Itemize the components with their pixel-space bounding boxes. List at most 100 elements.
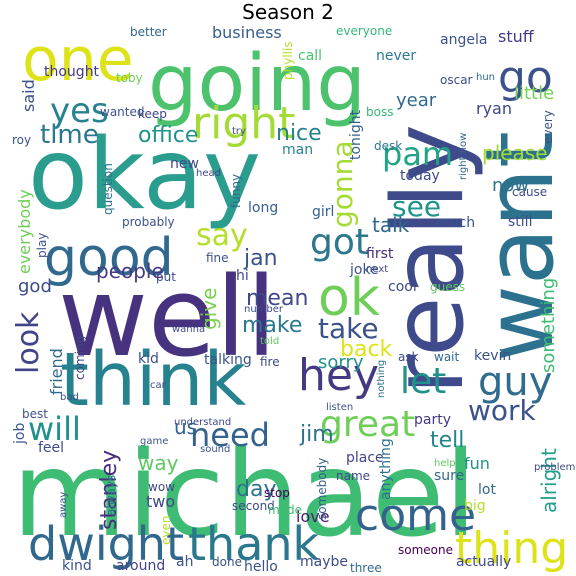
cloud-word-coming: coming	[73, 336, 87, 380]
cloud-word-see: see	[392, 190, 441, 223]
cloud-word-everyone: everyone	[336, 24, 392, 38]
cloud-word-hello: hello	[244, 559, 278, 575]
cloud-word-give: give	[197, 288, 221, 330]
cloud-word-thing: thing	[455, 523, 568, 574]
cloud-word-question: question	[101, 163, 115, 215]
cloud-word-oscar: oscar	[440, 73, 473, 87]
cloud-word-around: around	[116, 558, 165, 574]
cloud-word-please: please	[482, 141, 548, 165]
cloud-word-first: first	[366, 246, 394, 262]
cloud-word-problem: problem	[534, 462, 575, 473]
cloud-word-name: name	[336, 469, 370, 483]
cloud-word-hun: hun	[476, 72, 495, 83]
cloud-word-said: said	[19, 79, 38, 112]
cloud-word-feel: feel	[38, 440, 64, 456]
cloud-word-big: big	[464, 498, 486, 514]
cloud-word-fire: fire	[260, 355, 280, 369]
cloud-word-anything: anything	[378, 438, 394, 500]
cloud-word-hi: hi	[236, 268, 249, 284]
cloud-word-nice: nice	[276, 121, 322, 146]
cloud-word-will: will	[28, 410, 81, 448]
cloud-word-love: love	[296, 507, 330, 526]
cloud-word-ok: ok	[318, 268, 380, 328]
cloud-word-right-now: right now	[458, 133, 469, 180]
cloud-word-lot: lot	[478, 482, 496, 498]
cloud-word-something: something	[538, 278, 559, 373]
cloud-word-done: done	[212, 555, 242, 569]
cloud-word-go: go	[498, 52, 553, 103]
cloud-word-talking: talking	[204, 352, 252, 368]
cloud-word-always: always	[104, 475, 118, 516]
cloud-word-michael: michael	[12, 425, 477, 563]
cloud-word-never: never	[376, 48, 416, 64]
cloud-word-think: think	[60, 337, 246, 423]
cloud-word-business: business	[212, 24, 282, 42]
cloud-word-someone: someone	[398, 543, 453, 557]
cloud-word-come: come	[355, 490, 476, 541]
cloud-word-fine: fine	[206, 251, 229, 265]
cloud-word-new: new	[170, 156, 199, 172]
cloud-word-yes: yes	[50, 91, 109, 131]
cloud-word-three: three	[350, 561, 382, 575]
cloud-word-kid: kid	[138, 351, 159, 367]
cloud-word-play: play	[35, 233, 49, 258]
cloud-word-place: place	[346, 450, 384, 466]
cloud-word-two: two	[146, 492, 175, 511]
cloud-word-next: next	[366, 264, 388, 275]
cloud-word-every: every	[541, 110, 555, 144]
cloud-word-people: people	[96, 259, 164, 283]
cloud-word-much: much	[436, 215, 475, 231]
cloud-word-friend: friend	[47, 348, 66, 395]
cloud-word-little: little	[514, 83, 554, 104]
cloud-word-tell: tell	[430, 428, 464, 453]
cloud-word-understand: understand	[174, 417, 231, 428]
cloud-word-way: way	[138, 451, 179, 475]
cloud-word-need: need	[190, 416, 270, 454]
cloud-word-okay: okay	[28, 118, 261, 232]
cloud-word-kind: kind	[62, 558, 92, 574]
cloud-word-alright: alright	[537, 448, 561, 513]
cloud-word-still: still	[508, 214, 532, 230]
cloud-word-try: try	[232, 126, 246, 137]
cloud-word-god: god	[18, 276, 52, 297]
cloud-word-dwight: dwight	[28, 517, 184, 571]
cloud-word-toby: toby	[116, 71, 143, 85]
cloud-word-tonight: tonight	[348, 109, 364, 160]
cloud-word-sure: sure	[434, 468, 464, 484]
cloud-word-ask: ask	[398, 350, 419, 364]
cloud-word-help: help	[434, 458, 456, 469]
cloud-word-man: man	[282, 142, 313, 158]
cloud-word-actually: actually	[456, 554, 511, 570]
cloud-word-thank: thank	[188, 517, 320, 571]
cloud-word-desk: desk	[374, 139, 402, 153]
cloud-word-job: job	[12, 423, 28, 445]
cloud-word-jan: jan	[243, 246, 278, 271]
cloud-word-time: time	[40, 120, 99, 150]
cloud-word-office: office	[138, 123, 198, 148]
cloud-word-stop: stop	[264, 486, 290, 500]
cloud-word-away: away	[58, 492, 69, 518]
cloud-word-day: day	[236, 477, 276, 502]
cloud-word-fun: fun	[464, 454, 490, 473]
cloud-word-joke: joke	[349, 262, 379, 278]
cloud-word-told: told	[260, 336, 279, 347]
cloud-word-take: take	[318, 312, 379, 345]
cloud-word-pam: pam	[382, 135, 453, 173]
cloud-word-phyllis: phyllis	[281, 41, 295, 80]
cloud-word-great: great	[320, 404, 415, 445]
cloud-word-kevin: kevin	[474, 348, 511, 364]
cloud-word-one: one	[22, 25, 134, 95]
cloud-word-head: head	[196, 168, 221, 179]
cloud-word-right: right	[192, 98, 295, 149]
cloud-word-sorry: sorry	[318, 352, 364, 373]
cloud-word-make: make	[242, 313, 302, 338]
cloud-word-let: let	[400, 361, 446, 402]
cloud-word-today: today	[400, 168, 440, 184]
cloud-word-want: want	[466, 131, 575, 362]
cloud-word-good: good	[44, 228, 174, 288]
cloud-word-mean: mean	[246, 286, 308, 311]
cloud-word-best: best	[22, 407, 48, 421]
cloud-word-now: now	[492, 175, 529, 196]
cloud-word-put: put	[156, 270, 176, 284]
